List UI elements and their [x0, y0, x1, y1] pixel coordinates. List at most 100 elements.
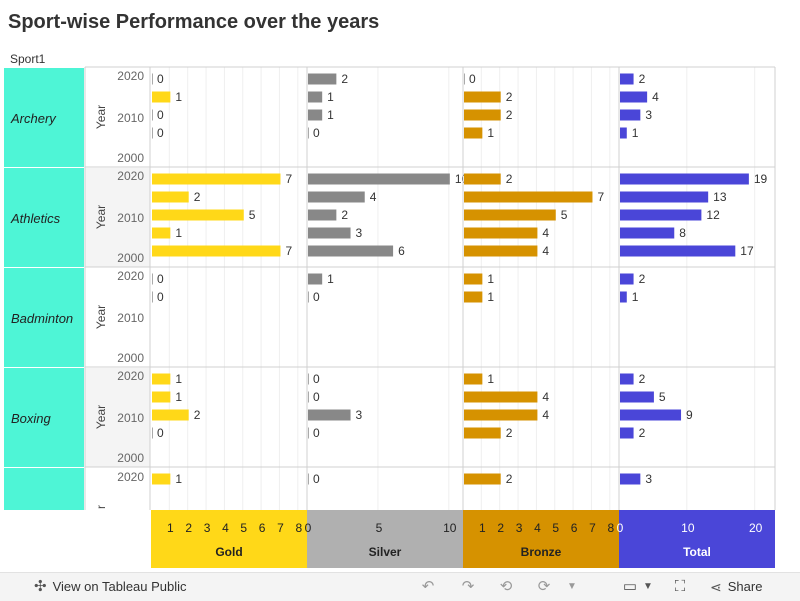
sport-label: Badminton — [11, 311, 73, 326]
year-axis-label: Year — [94, 405, 108, 429]
year-tick: 2010 — [117, 211, 144, 225]
data-label: 2 — [506, 90, 513, 104]
data-label: 2 — [639, 372, 646, 386]
sport-cell — [4, 268, 84, 367]
axis-tick: 5 — [376, 521, 383, 535]
bar-bronze — [464, 209, 556, 221]
share-button[interactable]: ⋖ Share — [710, 573, 762, 601]
fullscreen-icon[interactable]: ⛶ — [674, 578, 686, 595]
tableau-logo-icon: ✣ — [34, 578, 47, 595]
data-label: 2 — [506, 108, 513, 122]
axis-tick: 8 — [607, 521, 614, 535]
pause-dropdown-icon[interactable]: ▼ — [567, 581, 577, 592]
data-label: 1 — [175, 390, 182, 404]
row-band — [85, 368, 150, 467]
data-label: 1 — [327, 108, 334, 122]
data-label: 0 — [313, 126, 320, 140]
year-tick: 2010 — [117, 111, 144, 125]
data-label: 5 — [659, 390, 666, 404]
year-tick: 2010 — [117, 311, 144, 325]
data-label: 0 — [157, 272, 164, 286]
bar-total — [620, 109, 641, 121]
axis-tick: 8 — [295, 521, 302, 535]
data-label: 13 — [713, 190, 727, 204]
data-label: 1 — [487, 272, 494, 286]
data-label: 0 — [313, 472, 320, 486]
axis-tick: 20 — [749, 521, 763, 535]
data-label: 2 — [506, 172, 513, 186]
year-axis-label: r — [94, 505, 108, 509]
year-tick: 2000 — [117, 451, 144, 465]
sport-cell — [4, 368, 84, 467]
data-label: 2 — [194, 408, 201, 422]
bar-bronze — [464, 191, 593, 203]
bar-silver — [308, 245, 394, 257]
axis-header-total — [619, 510, 775, 568]
axis-tick: 2 — [185, 521, 192, 535]
measure-name: Total — [683, 545, 711, 559]
axis-tick: 2 — [497, 521, 504, 535]
data-label: 0 — [157, 290, 164, 304]
data-label: 1 — [175, 372, 182, 386]
axis-tick: 4 — [222, 521, 229, 535]
bar-silver — [308, 409, 351, 421]
bar-bronze — [464, 391, 538, 403]
data-label: 7 — [285, 244, 292, 258]
data-label: 4 — [542, 408, 549, 422]
bar-bronze — [464, 373, 483, 385]
dashboard-title: Sport-wise Performance over the years — [8, 11, 380, 33]
bar-silver — [308, 227, 351, 239]
bar-silver — [308, 191, 365, 203]
bar-total — [620, 191, 709, 203]
data-label: 3 — [645, 108, 652, 122]
bar-silver — [308, 173, 450, 185]
data-label: 1 — [632, 290, 639, 304]
bar-total — [620, 291, 627, 303]
axis-tick: 1 — [479, 521, 486, 535]
data-label: 4 — [542, 390, 549, 404]
revert-icon[interactable]: ⟲ — [499, 578, 513, 595]
sport-cell — [4, 168, 84, 267]
axis-tick: 1 — [167, 521, 174, 535]
axis-tick: 6 — [259, 521, 266, 535]
measure-name: Bronze — [521, 545, 562, 559]
data-label: 1 — [175, 472, 182, 486]
bar-bronze — [464, 173, 501, 185]
data-label: 2 — [341, 72, 348, 86]
bar-bronze — [464, 409, 538, 421]
axis-tick: 3 — [516, 521, 523, 535]
download-dropdown-icon[interactable]: ▼ — [643, 581, 653, 592]
data-label: 19 — [754, 172, 768, 186]
bar-total — [620, 209, 702, 221]
device-preview-icon[interactable]: ▭ — [622, 578, 638, 595]
data-label: 6 — [398, 244, 405, 258]
refresh-icon[interactable]: ⟳ — [537, 578, 551, 595]
bar-bronze — [464, 473, 501, 485]
tableau-toolbar: ✣ View on Tableau Public ↶ ↷ ⟲ ⟳ ▼ ▭ ▼ ⛶… — [0, 572, 800, 601]
undo-icon[interactable]: ↶ — [421, 578, 435, 595]
year-tick: 2000 — [117, 151, 144, 165]
row-band — [85, 168, 150, 267]
axis-tick: 6 — [571, 521, 578, 535]
data-label: 9 — [686, 408, 693, 422]
data-label: 1 — [487, 290, 494, 304]
data-label: 0 — [157, 426, 164, 440]
bar-silver — [308, 109, 323, 121]
bar-bronze — [464, 273, 483, 285]
view-on-tableau-link[interactable]: ✣ View on Tableau Public — [34, 573, 187, 601]
redo-icon[interactable]: ↷ — [461, 578, 475, 595]
bar-gold — [152, 227, 171, 239]
year-tick: 2020 — [117, 369, 144, 383]
axis-tick: 0 — [305, 521, 312, 535]
data-label: 2 — [194, 190, 201, 204]
bar-silver — [308, 273, 323, 285]
sport-cell — [4, 68, 84, 167]
bar-bronze — [464, 127, 483, 139]
data-label: 2 — [639, 72, 646, 86]
bar-bronze — [464, 91, 501, 103]
bar-gold — [152, 191, 189, 203]
bar-total — [620, 127, 627, 139]
data-label: 3 — [356, 226, 363, 240]
data-label: 2 — [639, 272, 646, 286]
